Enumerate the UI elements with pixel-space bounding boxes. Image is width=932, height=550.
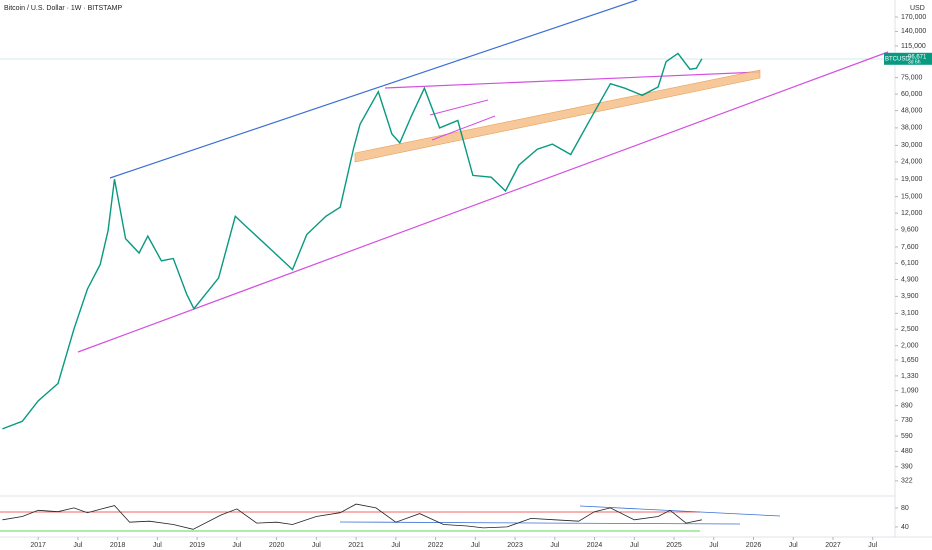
x-tick-label: Jul [73, 542, 82, 549]
x-tick-label: Jul [153, 542, 162, 549]
y-tick-label: 60,000 [901, 91, 923, 98]
y-tick-label: 7,600 [901, 244, 919, 251]
y-tick-label: 390 [901, 464, 913, 471]
y-tick-label: 4,900 [901, 276, 919, 283]
x-tick-label: 2022 [428, 542, 444, 549]
y-tick-label: 38,000 [901, 125, 923, 132]
y-tick-label: 890 [901, 402, 913, 409]
y-tick-label: 2,500 [901, 326, 919, 333]
last-price: 96,671 [908, 54, 927, 60]
y-tick-label: 115,000 [901, 43, 926, 50]
y-tick-label: 30,000 [901, 142, 923, 149]
y-tick-label: 1,650 [901, 357, 919, 364]
y-tick-label: 2,000 [901, 343, 919, 350]
y-tick-label: 730 [901, 417, 913, 424]
y-tick-label: 3,900 [901, 293, 919, 300]
x-tick-label: 2020 [269, 542, 285, 549]
x-tick-label: Jul [868, 542, 877, 549]
x-tick-label: 2027 [825, 542, 841, 549]
y-tick-label: 6,100 [901, 260, 919, 267]
x-tick-label: 2024 [587, 542, 603, 549]
x-tick-label: 2019 [189, 542, 205, 549]
y-tick-label: 75,000 [901, 74, 923, 81]
y-tick-label: 140,000 [901, 28, 926, 35]
y-tick-label: 24,000 [901, 159, 923, 166]
chart-title: Bitcoin / U.S. Dollar · 1W · BITSTAMP [4, 5, 122, 12]
y-tick-label: 170,000 [901, 14, 926, 21]
y-tick-label: 3,100 [901, 310, 919, 317]
x-tick-label: Jul [232, 542, 241, 549]
currency: USD [910, 5, 925, 12]
x-tick-label: Jul [709, 542, 718, 549]
y-tick-label: 590 [901, 433, 913, 440]
price-line [2, 503, 702, 530]
y-tick-label: 40 [901, 524, 909, 531]
y-tick-label: 322 [901, 478, 913, 485]
y-tick-label: 480 [901, 448, 913, 455]
y-tick-label: 80 [901, 505, 909, 512]
y-tick-label: 1,090 [901, 387, 919, 394]
y-tick-label: 48,000 [901, 107, 923, 114]
x-tick-label: 2025 [666, 542, 682, 549]
y-tick-label: 15,000 [901, 193, 923, 200]
x-tick-label: Jul [471, 542, 480, 549]
price-line [2, 52, 703, 430]
x-tick-label: Jul [630, 542, 639, 549]
x-tick-label: Jul [550, 542, 559, 549]
x-tick-label: Jul [391, 542, 400, 549]
trend-lines [77, 0, 889, 353]
x-tick-label: 2021 [348, 542, 364, 549]
x-tick-label: Jul [312, 542, 321, 549]
last-symbol: BTCUSD [885, 56, 910, 62]
y-tick-label: 19,000 [901, 176, 923, 183]
y-tick-label: 12,000 [901, 210, 923, 217]
x-tick-label: 2018 [110, 542, 126, 549]
x-tick-label: 2017 [30, 542, 46, 549]
x-tick-label: 2026 [746, 542, 762, 549]
last-price-badge [884, 52, 932, 65]
y-tick-label: 9,600 [901, 227, 919, 234]
y-tick-label: 1,330 [901, 373, 919, 380]
countdown: 3d 6h [908, 60, 921, 66]
x-tick-label: 2023 [507, 542, 523, 549]
x-tick-label: Jul [789, 542, 798, 549]
rsi-lines [0, 505, 781, 532]
